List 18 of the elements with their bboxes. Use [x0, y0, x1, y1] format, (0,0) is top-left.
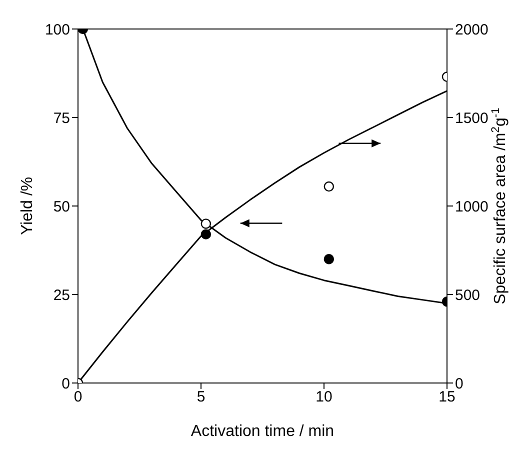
y2-tick-label: 500 — [455, 286, 480, 304]
point — [324, 254, 334, 264]
point — [200, 229, 212, 240]
y-axis-title: Yield /% — [19, 176, 36, 236]
y-tick-label: 100 — [44, 21, 70, 38]
y-tick-label: 75 — [53, 110, 70, 127]
x-tick-label: 0 — [74, 388, 82, 406]
y-tick-label: 0 — [62, 375, 70, 392]
y2-tick-label: 1000 — [455, 198, 488, 216]
y2-tick-label: 0 — [455, 375, 464, 392]
y-tick-label: 25 — [53, 286, 70, 304]
x-axis-title: Activation time / min — [190, 423, 334, 440]
x-tick-label: 15 — [438, 388, 456, 406]
y2-tick-label: 2000 — [455, 21, 488, 38]
y-tick-label: 50 — [53, 198, 70, 216]
x-tick-label: 10 — [316, 388, 332, 406]
x-tick-label: 5 — [196, 388, 206, 406]
y2-tick-label: 1500 — [455, 110, 488, 127]
